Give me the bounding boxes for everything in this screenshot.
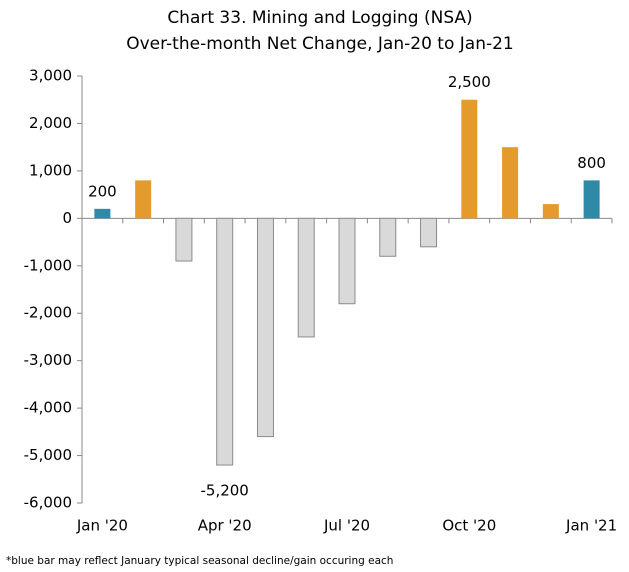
bar [297,217,315,338]
chart-subtitle: Over-the-month Net Change, Jan-20 to Jan… [126,34,514,54]
bar [175,217,193,262]
y-tick-label: 0 [62,209,72,227]
chart-title: Chart 33. Mining and Logging (NSA) [167,8,472,28]
bar [583,180,600,219]
y-tick-label: 1,000 [29,161,72,179]
y-tick-label: -1,000 [24,256,72,274]
x-tick-label: Apr '20 [198,517,252,535]
y-tick-label: -6,000 [24,494,72,512]
bar [94,208,111,219]
bar [461,99,478,219]
data-label: 2,500 [448,73,491,91]
bar [216,217,234,466]
bar [379,217,397,257]
footnote: *blue bar may reflect January typical se… [6,555,393,567]
y-tick-label: -3,000 [24,351,72,369]
bar [256,217,274,438]
y-tick-label: -2,000 [24,304,72,322]
y-tick-label: 3,000 [29,67,72,85]
x-tick-label: Jan '20 [76,517,128,535]
bar [338,217,356,305]
x-tick-label: Jul '20 [323,517,370,535]
x-tick-label: Oct '20 [442,517,496,535]
data-label: -5,200 [201,482,249,500]
x-tick-label: Jan '21 [565,517,617,535]
bar [502,147,519,219]
y-tick-label: 2,000 [29,114,72,132]
bar [135,180,152,219]
data-label: 200 [88,182,117,200]
y-tick-label: -4,000 [24,399,72,417]
data-label: 800 [577,154,606,172]
y-tick-label: -5,000 [24,446,72,464]
bar [420,217,438,248]
bar [542,204,559,219]
